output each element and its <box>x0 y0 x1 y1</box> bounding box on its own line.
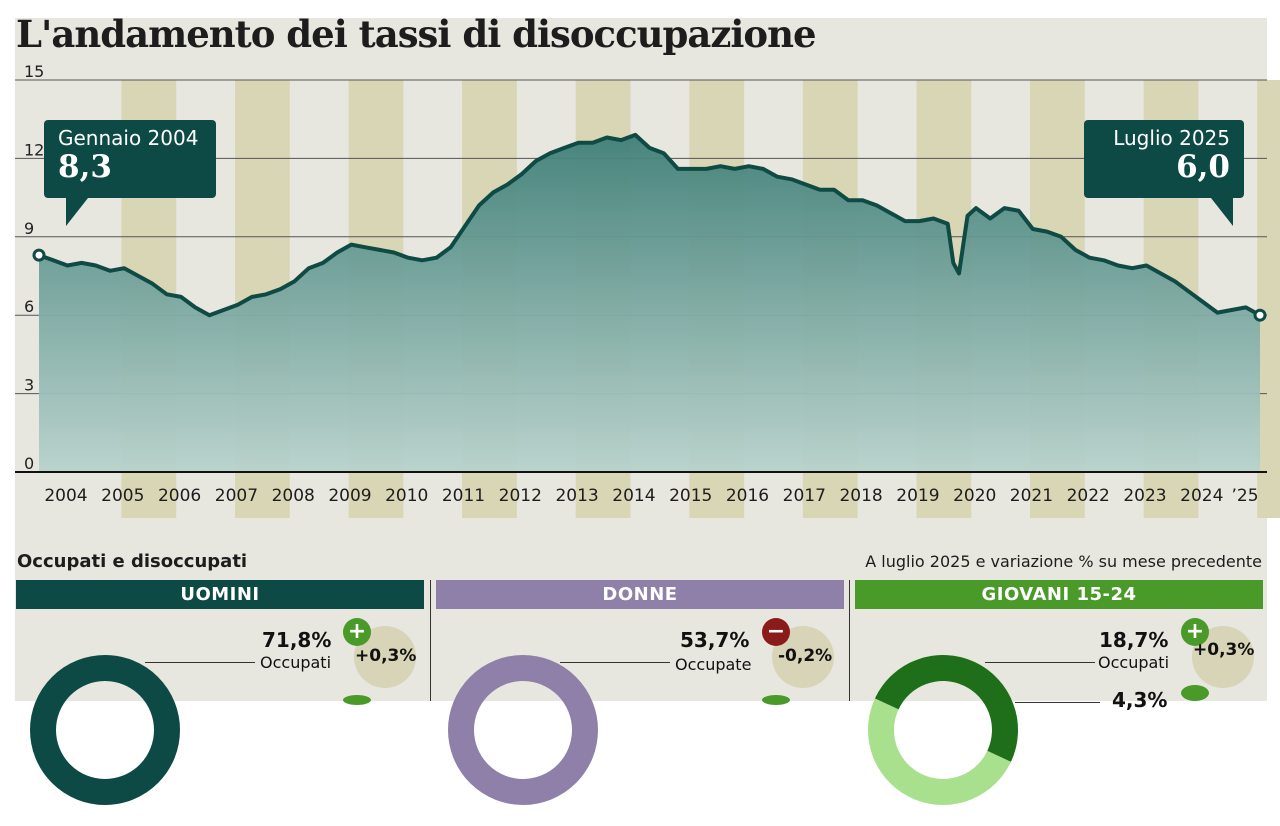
section-note: A luglio 2025 e variazione % su mese pre… <box>865 552 1262 571</box>
infographic: L'andamento dei tassi di disoccupazione … <box>15 12 1280 826</box>
x-tick-label: 2017 <box>783 486 826 506</box>
x-tick-label: 2015 <box>669 486 712 506</box>
section-title: Occupati e disoccupati <box>17 551 248 572</box>
x-tick-label: 2011 <box>442 486 485 506</box>
callout-start-label: Gennaio 2004 <box>58 126 199 150</box>
x-tick-label: 2016 <box>726 486 769 506</box>
x-tick-label: 2021 <box>1010 486 1053 506</box>
leader-line <box>560 662 670 663</box>
partial-badge <box>762 695 790 705</box>
x-tick-label: 2019 <box>896 486 939 506</box>
stat-value-donne: 53,7% <box>680 628 750 652</box>
stat-value-giovani: 18,7% <box>1099 628 1169 652</box>
x-tick-label: 2008 <box>272 486 315 506</box>
callout-start: Gennaio 2004 8,3 <box>44 120 216 198</box>
leader-line <box>145 662 255 663</box>
panel-header-donne: DONNE <box>436 580 844 609</box>
end-point <box>1253 308 1267 322</box>
x-tick-label: 2009 <box>328 486 371 506</box>
callout-start-pointer <box>66 198 88 226</box>
stat-label-giovani: Occupati <box>1098 653 1170 672</box>
callout-start-value: 8,3 <box>58 149 112 185</box>
x-tick-label: ’25 <box>1231 486 1258 506</box>
page-title: L'andamento dei tassi di disoccupazione <box>16 12 817 56</box>
x-tick-label: 2023 <box>1123 486 1166 506</box>
x-tick-label: 2004 <box>44 486 87 506</box>
x-tick-label: 2007 <box>215 486 258 506</box>
y-tick-label: 6 <box>24 297 34 316</box>
stat-value-uomini: 71,8% <box>262 628 332 652</box>
stat-label-donne: Occupate <box>675 655 752 674</box>
stat-value2-giovani: 4,3% <box>1112 688 1168 712</box>
plus-icon: + <box>343 618 371 646</box>
panel-divider <box>849 580 850 701</box>
panel-divider <box>430 580 431 701</box>
x-tick-label: 2014 <box>612 486 655 506</box>
panel-header-giovani: GIOVANI 15-24 <box>855 580 1263 609</box>
leader-line <box>1015 702 1100 703</box>
x-tick-label: 2010 <box>385 486 428 506</box>
change-uomini: +0,3% <box>355 646 417 666</box>
x-tick-label: 2024 <box>1180 486 1223 506</box>
x-tick-label: 2020 <box>953 486 996 506</box>
x-tick-label: 2022 <box>1067 486 1110 506</box>
panel-header-uomini: UOMINI <box>16 580 424 609</box>
series-line <box>38 132 1261 318</box>
y-tick-label: 3 <box>24 376 34 395</box>
donut-donne <box>448 655 598 805</box>
callout-end-label: Luglio 2025 <box>1113 126 1230 150</box>
partial-badge <box>1181 685 1209 701</box>
leader-line <box>985 662 1095 663</box>
area-fill <box>39 134 1260 472</box>
donut-uomini <box>30 655 180 805</box>
x-tick-label: 2012 <box>499 486 542 506</box>
change-giovani: +0,3% <box>1193 640 1255 660</box>
stat-label-uomini: Occupati <box>260 653 332 672</box>
y-tick-label: 0 <box>24 454 34 473</box>
year-band <box>1257 80 1280 518</box>
callout-end-pointer <box>1211 198 1233 226</box>
minus-icon: − <box>762 618 790 646</box>
x-tick-label: 2018 <box>839 486 882 506</box>
y-tick-label: 15 <box>24 62 44 81</box>
change-donne: -0,2% <box>778 646 833 666</box>
start-point <box>32 248 46 262</box>
callout-end: Luglio 2025 6,0 <box>1084 120 1244 198</box>
x-tick-label: 2005 <box>101 486 144 506</box>
partial-badge <box>343 695 371 705</box>
callout-end-value: 6,0 <box>1176 149 1230 185</box>
x-tick-label: 2006 <box>158 486 201 506</box>
plus-icon: + <box>1181 618 1209 646</box>
y-tick-label: 9 <box>24 219 34 238</box>
unemployment-area-chart: 0 3 6 9 12 15 2004 2005 2006 2007 2008 2009 2010 201… <box>15 62 1280 518</box>
x-tick-label: 2013 <box>555 486 598 506</box>
y-tick-label: 12 <box>24 140 44 159</box>
